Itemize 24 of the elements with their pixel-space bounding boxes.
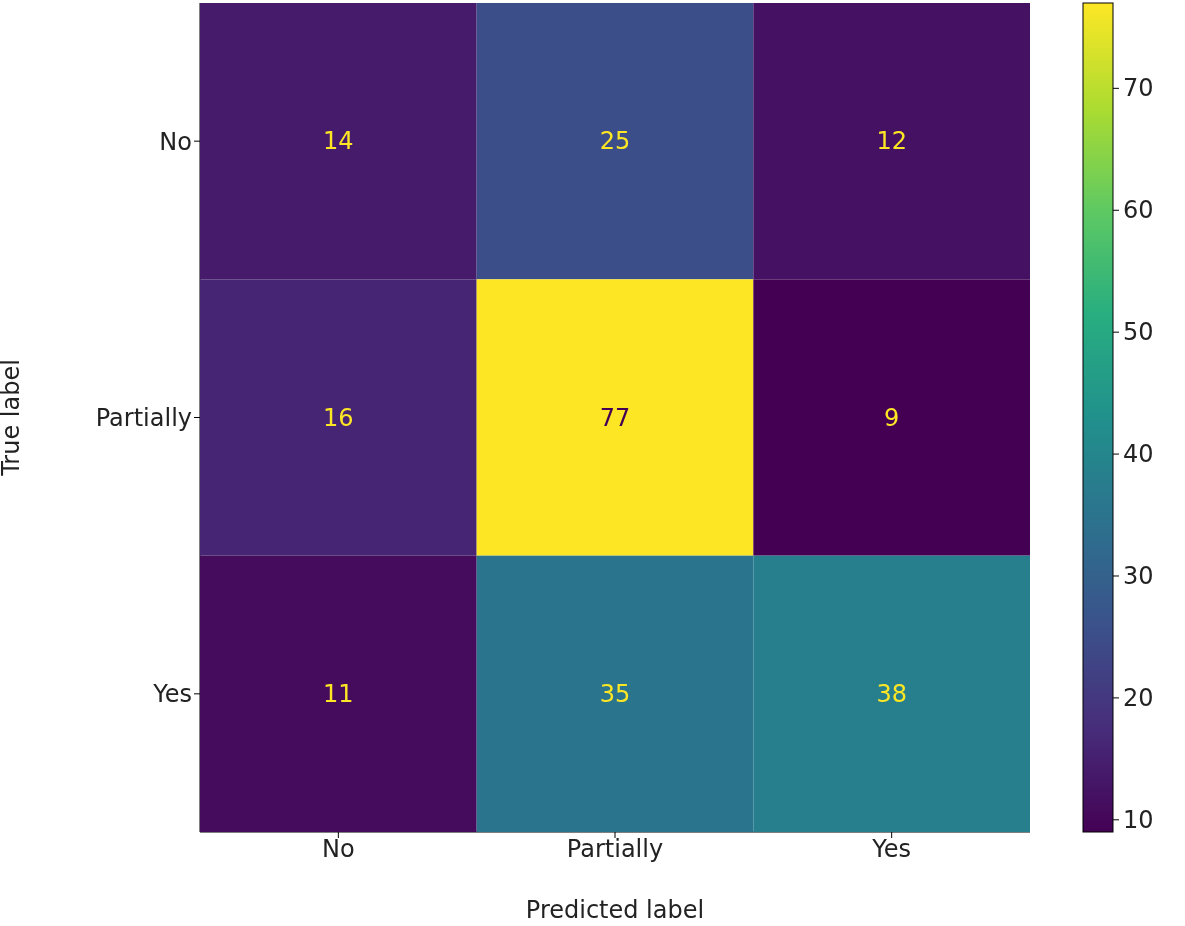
data-label: 38 (876, 679, 907, 708)
y-tick-label: Yes (152, 680, 192, 709)
color-bar-label: 60 (1123, 196, 1154, 225)
y-tick-label: No (159, 127, 192, 156)
data-label: 11 (323, 679, 354, 708)
data-label: 35 (599, 679, 631, 708)
color-bar-label: 40 (1123, 440, 1154, 469)
data-label: 77 (599, 403, 631, 432)
color-bar-label: 10 (1123, 805, 1154, 834)
x-tick-label: Yes (871, 835, 912, 864)
y-axis-title: True label (0, 359, 25, 477)
data-label: 25 (599, 127, 631, 156)
color-bar-label: 50 (1123, 318, 1154, 347)
y-tick-label: Partially (95, 404, 192, 433)
data-label: 14 (323, 127, 354, 156)
x-tick-label: Partially (566, 835, 664, 864)
data-label: 16 (323, 403, 354, 432)
color-bar-label: 30 (1123, 561, 1154, 590)
data-label: 12 (876, 127, 907, 156)
color-bar-label: 70 (1123, 74, 1154, 103)
color-bar-label: 20 (1123, 683, 1154, 712)
x-axis-title: Predicted label (525, 896, 705, 924)
data-label: 9 (884, 403, 900, 432)
x-tick-label: No (322, 835, 355, 864)
